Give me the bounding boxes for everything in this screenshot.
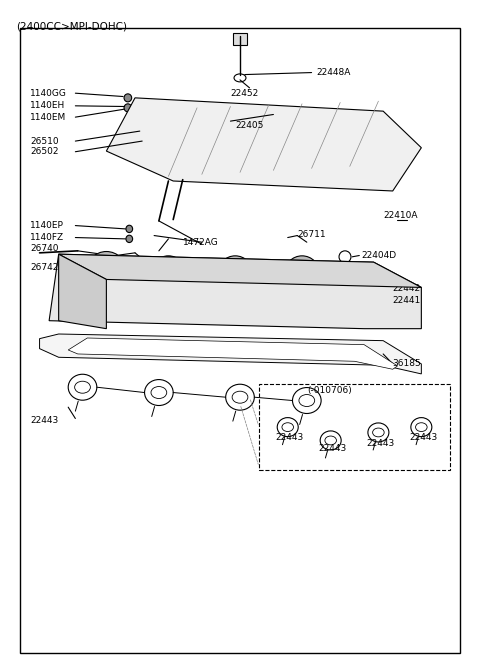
Ellipse shape bbox=[124, 104, 132, 112]
Ellipse shape bbox=[145, 124, 163, 145]
Text: 22443: 22443 bbox=[319, 444, 347, 453]
Ellipse shape bbox=[151, 256, 186, 293]
Ellipse shape bbox=[141, 118, 167, 150]
Ellipse shape bbox=[284, 256, 320, 293]
Text: 1140EH: 1140EH bbox=[30, 102, 65, 110]
Text: 1140FZ: 1140FZ bbox=[30, 233, 64, 242]
Text: 26711: 26711 bbox=[297, 230, 326, 238]
Ellipse shape bbox=[92, 257, 120, 287]
Text: 22443: 22443 bbox=[409, 433, 438, 442]
Ellipse shape bbox=[289, 261, 314, 287]
Text: 26502: 26502 bbox=[30, 147, 59, 156]
Text: 1472AG: 1472AG bbox=[183, 238, 218, 246]
Ellipse shape bbox=[124, 94, 132, 102]
Text: 22443: 22443 bbox=[276, 433, 304, 442]
Text: 1140GG: 1140GG bbox=[30, 89, 67, 98]
Text: 26740: 26740 bbox=[30, 244, 59, 253]
Text: 26721: 26721 bbox=[130, 262, 159, 271]
Text: 22405: 22405 bbox=[235, 122, 264, 130]
Text: 26742: 26742 bbox=[30, 263, 59, 272]
Text: 1140EP: 1140EP bbox=[30, 221, 64, 230]
Text: (-010706): (-010706) bbox=[307, 386, 351, 395]
Text: 36185: 36185 bbox=[393, 359, 421, 369]
Ellipse shape bbox=[217, 256, 253, 293]
Text: 26510: 26510 bbox=[30, 136, 59, 146]
Text: 22448A: 22448A bbox=[316, 68, 351, 77]
Text: 22443: 22443 bbox=[30, 416, 58, 425]
Text: 22443: 22443 bbox=[366, 440, 395, 448]
Polygon shape bbox=[59, 254, 421, 287]
Text: 22410A: 22410A bbox=[383, 211, 418, 220]
Ellipse shape bbox=[86, 252, 127, 293]
Polygon shape bbox=[68, 338, 397, 369]
Text: (2400CC>MPI-DOHC): (2400CC>MPI-DOHC) bbox=[16, 21, 127, 31]
Text: 22404D: 22404D bbox=[362, 251, 397, 260]
Text: 22441: 22441 bbox=[393, 296, 421, 305]
Polygon shape bbox=[49, 254, 421, 329]
Ellipse shape bbox=[126, 225, 132, 232]
Ellipse shape bbox=[126, 235, 132, 242]
Polygon shape bbox=[39, 334, 421, 374]
Text: 1140EM: 1140EM bbox=[30, 113, 66, 122]
Text: 22452: 22452 bbox=[230, 89, 259, 98]
Ellipse shape bbox=[223, 261, 248, 287]
FancyBboxPatch shape bbox=[233, 33, 247, 45]
Polygon shape bbox=[59, 254, 107, 329]
Text: 22442: 22442 bbox=[393, 285, 421, 293]
Polygon shape bbox=[107, 98, 421, 191]
Ellipse shape bbox=[156, 261, 181, 287]
